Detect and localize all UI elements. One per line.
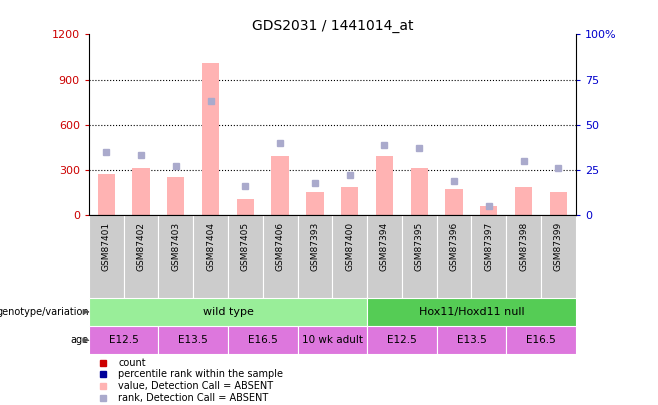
Bar	[376, 156, 393, 215]
Bar	[297, 215, 332, 298]
Bar	[89, 326, 159, 354]
Text: genotype/variation: genotype/variation	[0, 307, 89, 317]
Bar	[202, 63, 219, 215]
Bar	[437, 326, 506, 354]
Bar	[367, 215, 402, 298]
Bar	[549, 192, 567, 215]
Bar	[124, 215, 159, 298]
Text: GSM87393: GSM87393	[311, 222, 319, 271]
Text: E12.5: E12.5	[387, 335, 417, 345]
Text: wild type: wild type	[203, 307, 253, 317]
Text: GSM87401: GSM87401	[102, 222, 111, 271]
Bar	[89, 298, 367, 326]
Text: GSM87394: GSM87394	[380, 222, 389, 271]
Bar	[159, 215, 193, 298]
Text: GSM87406: GSM87406	[276, 222, 285, 271]
Text: age: age	[70, 335, 89, 345]
Bar	[506, 215, 541, 298]
Bar	[89, 215, 124, 298]
Bar	[515, 187, 532, 215]
Text: GSM87402: GSM87402	[136, 222, 145, 271]
Bar	[297, 326, 367, 354]
Bar	[237, 198, 254, 215]
Bar	[437, 215, 471, 298]
Bar	[506, 326, 576, 354]
Bar	[471, 215, 506, 298]
Text: GSM87398: GSM87398	[519, 222, 528, 271]
Title: GDS2031 / 1441014_at: GDS2031 / 1441014_at	[251, 19, 413, 33]
Bar	[272, 156, 289, 215]
Bar	[332, 215, 367, 298]
Bar	[167, 177, 184, 215]
Text: E12.5: E12.5	[109, 335, 138, 345]
Bar	[97, 175, 115, 215]
Bar	[402, 215, 437, 298]
Bar	[306, 192, 324, 215]
Text: GSM87399: GSM87399	[554, 222, 563, 271]
Text: Hox11/Hoxd11 null: Hox11/Hoxd11 null	[418, 307, 524, 317]
Text: value, Detection Call = ABSENT: value, Detection Call = ABSENT	[118, 381, 273, 391]
Bar	[132, 168, 149, 215]
Text: 10 wk adult: 10 wk adult	[302, 335, 363, 345]
Bar	[367, 298, 576, 326]
Text: GSM87403: GSM87403	[171, 222, 180, 271]
Bar	[341, 187, 359, 215]
Text: GSM87405: GSM87405	[241, 222, 250, 271]
Text: E13.5: E13.5	[178, 335, 208, 345]
Text: E16.5: E16.5	[526, 335, 556, 345]
Bar	[445, 189, 463, 215]
Text: percentile rank within the sample: percentile rank within the sample	[118, 369, 283, 379]
Bar	[411, 168, 428, 215]
Bar	[541, 215, 576, 298]
Bar	[193, 215, 228, 298]
Bar	[263, 215, 297, 298]
Text: GSM87397: GSM87397	[484, 222, 494, 271]
Text: E16.5: E16.5	[248, 335, 278, 345]
Text: count: count	[118, 358, 145, 368]
Bar	[159, 326, 228, 354]
Text: GSM87395: GSM87395	[415, 222, 424, 271]
Text: E13.5: E13.5	[457, 335, 486, 345]
Bar	[228, 326, 297, 354]
Bar	[367, 326, 437, 354]
Bar	[228, 215, 263, 298]
Text: GSM87404: GSM87404	[206, 222, 215, 271]
Text: GSM87400: GSM87400	[345, 222, 354, 271]
Text: GSM87396: GSM87396	[449, 222, 459, 271]
Text: rank, Detection Call = ABSENT: rank, Detection Call = ABSENT	[118, 393, 268, 403]
Bar	[480, 206, 497, 215]
